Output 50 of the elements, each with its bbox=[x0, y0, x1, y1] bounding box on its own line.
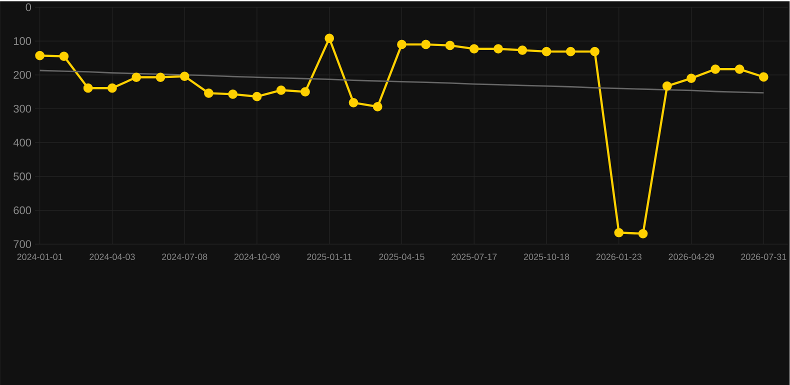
x-tick-label: 2025-04-15 bbox=[379, 254, 424, 260]
point bbox=[348, 98, 358, 108]
point bbox=[638, 228, 648, 238]
y-tick-label: 600 bbox=[14, 206, 32, 214]
point bbox=[276, 85, 286, 95]
point bbox=[734, 64, 744, 74]
point bbox=[614, 228, 624, 238]
point bbox=[445, 40, 455, 50]
y-tick-label: 0 bbox=[26, 3, 32, 12]
x-tick-label: 2024-07-08 bbox=[162, 254, 208, 260]
point bbox=[662, 81, 672, 91]
point bbox=[228, 89, 238, 99]
y-tick-label: 100 bbox=[14, 37, 32, 45]
point bbox=[108, 83, 117, 93]
point bbox=[590, 46, 600, 56]
x-tick-label: 2026-01-23 bbox=[596, 254, 642, 260]
x-tick-label: 2026-04-29 bbox=[668, 254, 714, 260]
point bbox=[421, 40, 431, 50]
x-tick-label: 2025-01-11 bbox=[307, 254, 352, 260]
y-tick-label: 700 bbox=[14, 240, 32, 248]
y-tick-label: 400 bbox=[13, 138, 32, 146]
y-tick-label: 300 bbox=[14, 104, 32, 113]
point bbox=[758, 72, 768, 82]
point bbox=[132, 72, 142, 82]
point bbox=[300, 87, 310, 96]
point bbox=[566, 46, 576, 56]
point bbox=[397, 40, 406, 50]
point bbox=[324, 34, 334, 43]
point bbox=[59, 52, 69, 61]
point bbox=[252, 92, 262, 102]
x-tick-label: 2024-10-09 bbox=[234, 254, 280, 260]
point bbox=[710, 64, 720, 74]
point bbox=[204, 88, 214, 98]
x-tick-label: 2024-04-03 bbox=[90, 254, 135, 260]
y-tick-label: 500 bbox=[14, 172, 32, 180]
point bbox=[686, 74, 696, 83]
x-tick-label: 2025-07-17 bbox=[452, 254, 497, 260]
point bbox=[372, 102, 382, 112]
point bbox=[35, 50, 45, 60]
point bbox=[469, 44, 479, 54]
point bbox=[180, 72, 190, 81]
x-tick-label: 2026-07-31 bbox=[741, 254, 786, 260]
y-tick-label: 200 bbox=[14, 70, 32, 79]
point bbox=[542, 46, 552, 56]
point bbox=[518, 45, 528, 55]
point bbox=[83, 83, 93, 93]
x-tick-label: 2024-01-01 bbox=[17, 254, 62, 260]
x-tick-label: 2025-10-18 bbox=[524, 254, 570, 260]
point bbox=[494, 44, 503, 54]
point bbox=[156, 72, 166, 82]
